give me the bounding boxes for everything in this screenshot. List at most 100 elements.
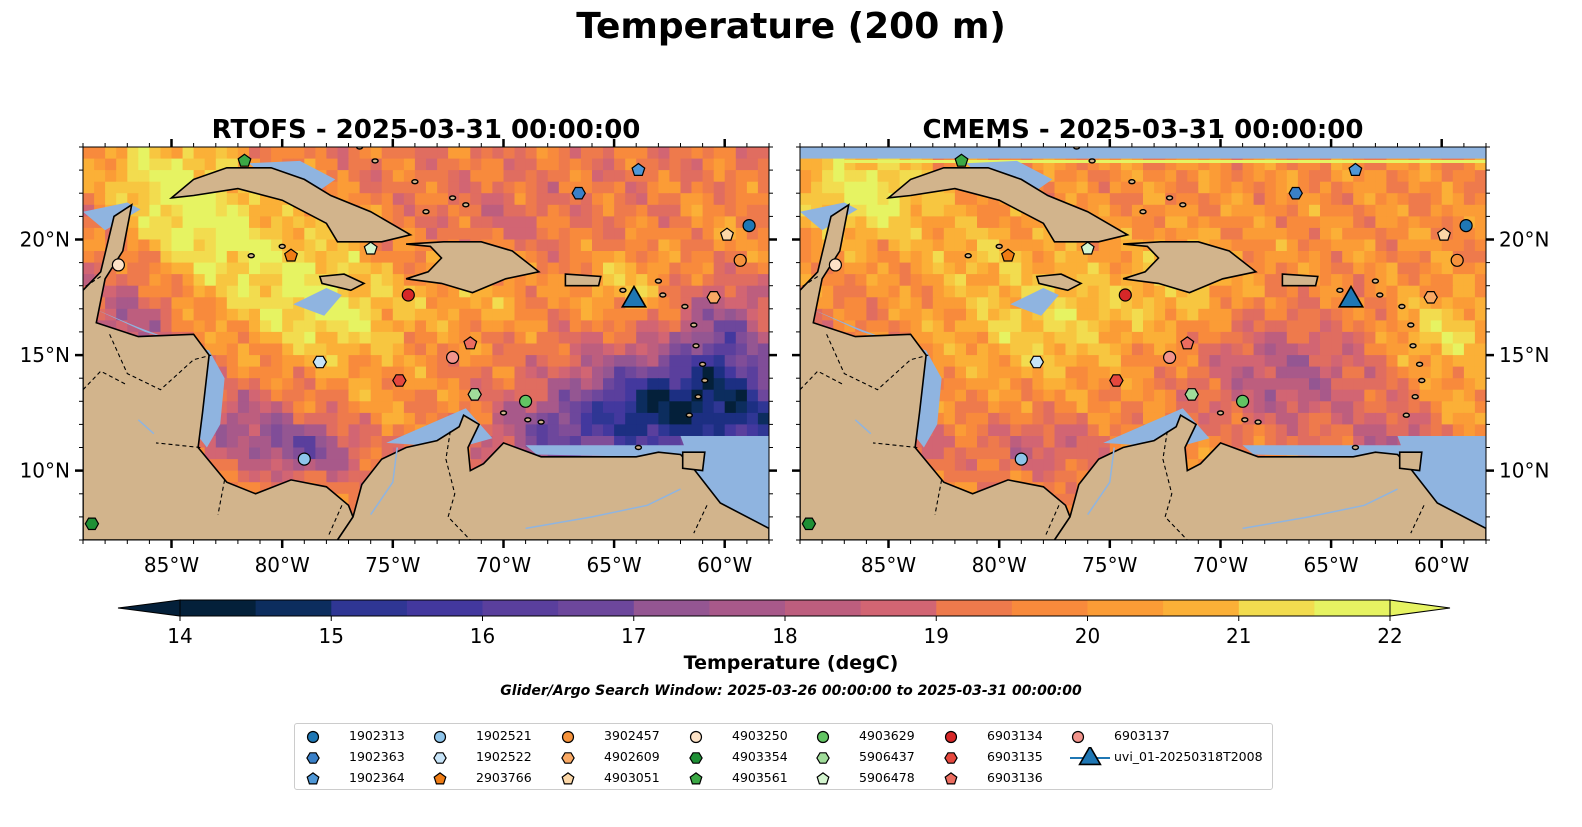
heatmap-cell	[525, 355, 538, 368]
legend-hexagon	[306, 752, 320, 764]
heatmap-cell	[492, 170, 505, 183]
heatmap-cell	[282, 447, 294, 460]
heatmap-cell	[1320, 193, 1332, 206]
heatmap-cell	[1419, 401, 1432, 414]
heatmap-cell	[932, 331, 945, 345]
heatmap-cell	[1320, 320, 1332, 333]
heatmap-cell	[1043, 401, 1056, 414]
heatmap-cell	[359, 389, 372, 402]
heatmap-cell	[866, 274, 879, 287]
heatmap-cell	[326, 251, 339, 264]
heatmap-cell	[348, 320, 361, 333]
heatmap-cell	[138, 227, 150, 241]
heatmap-cell	[724, 331, 737, 345]
heatmap-cell	[954, 251, 967, 264]
heatmap-cell	[1253, 251, 1266, 264]
station-marker	[733, 253, 747, 267]
heatmap-cell	[326, 470, 339, 483]
heatmap-cell	[1309, 308, 1321, 321]
heatmap-cell	[866, 193, 879, 206]
heatmap-cell	[1065, 320, 1078, 333]
heatmap-cell	[1043, 331, 1056, 345]
heatmap-cell	[1087, 193, 1100, 206]
heatmap-cell	[702, 193, 715, 206]
x-tick-label: 75°W	[1082, 553, 1137, 577]
heatmap-cell	[1043, 366, 1056, 379]
heatmap-cell	[1076, 412, 1089, 426]
heatmap-cell	[160, 320, 173, 333]
heatmap-cell	[348, 193, 361, 206]
heatmap-cell	[811, 158, 823, 171]
heatmap-cell	[1143, 170, 1155, 183]
heatmap-cell	[237, 251, 250, 264]
heatmap-cell	[800, 227, 812, 241]
heatmap-cell	[833, 193, 845, 206]
heatmap-cell	[680, 343, 693, 356]
heatmap-cell	[1198, 401, 1210, 414]
heatmap-cell	[702, 204, 715, 217]
heatmap-cell	[977, 262, 989, 275]
heatmap-cell	[669, 251, 682, 264]
heatmap-cell	[558, 389, 571, 402]
heatmap-cell	[547, 331, 560, 345]
heatmap-cell	[481, 343, 493, 356]
heatmap-cell	[1386, 401, 1399, 414]
no-data-cell	[1441, 147, 1454, 160]
heatmap-cell	[271, 412, 283, 426]
heatmap-cell	[1275, 216, 1288, 229]
heatmap-cell	[1331, 331, 1343, 345]
heatmap-cell	[669, 158, 682, 171]
heatmap-cell	[702, 412, 715, 426]
heatmap-cell	[1209, 158, 1222, 171]
heatmap-cell	[999, 412, 1011, 426]
heatmap-cell	[1220, 320, 1233, 333]
heatmap-cell	[525, 389, 538, 402]
heatmap-cell	[359, 251, 372, 264]
heatmap-cell	[138, 216, 150, 229]
heatmap-cell	[1253, 181, 1266, 194]
heatmap-cell	[1154, 366, 1166, 379]
heatmap-cell	[116, 274, 128, 287]
heatmap-cell	[1309, 436, 1321, 449]
heatmap-cell	[636, 147, 648, 160]
heatmap-cell	[1364, 204, 1376, 217]
heatmap-cell	[226, 355, 239, 368]
heatmap-cell	[403, 424, 416, 437]
heatmap-cell	[1441, 355, 1454, 368]
heatmap-cell	[536, 412, 549, 426]
heatmap-cell	[171, 147, 184, 160]
heatmap-cell	[910, 274, 923, 287]
heatmap-cell	[746, 378, 759, 391]
heatmap-cell	[954, 320, 967, 333]
heatmap-cell	[603, 436, 615, 449]
heatmap-cell	[614, 262, 626, 275]
heatmap-cell	[1253, 158, 1266, 171]
heatmap-cell	[1109, 170, 1122, 183]
heatmap-cell	[392, 181, 405, 194]
colorbar-segment	[482, 600, 559, 616]
heatmap-cell	[1264, 158, 1277, 171]
heatmap-cell	[1098, 285, 1111, 298]
heatmap-cell	[1342, 366, 1354, 379]
colorbar-segment	[785, 600, 862, 616]
heatmap-cell	[1309, 331, 1321, 345]
heatmap-cell	[1463, 181, 1476, 194]
heatmap-cell	[1397, 355, 1410, 368]
station-marker	[1180, 336, 1195, 350]
no-data-cell	[811, 147, 823, 160]
heatmap-cell	[481, 320, 493, 333]
heatmap-cell	[1065, 239, 1078, 252]
heatmap-cell	[713, 378, 726, 391]
heatmap-cell	[1143, 389, 1155, 402]
heatmap-cell	[237, 285, 250, 298]
heatmap-cell	[1109, 181, 1122, 194]
heatmap-cell	[414, 308, 427, 321]
heatmap-cell	[569, 436, 582, 449]
heatmap-cell	[1441, 401, 1454, 414]
heatmap-cell	[282, 412, 294, 426]
heatmap-cell	[680, 366, 693, 379]
heatmap-cell	[226, 285, 239, 298]
heatmap-cell	[932, 158, 945, 171]
heatmap-cell	[459, 147, 471, 160]
heatmap-cell	[514, 378, 527, 391]
